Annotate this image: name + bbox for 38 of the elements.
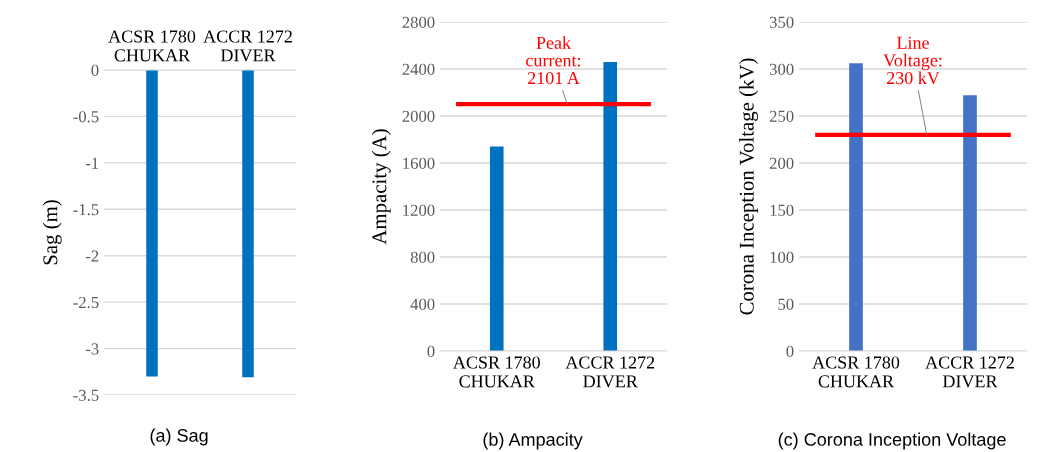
y-tick-label: 300 [769, 63, 794, 75]
x-tick-label: ACCR 1272 DIVER [203, 30, 292, 62]
y-tick-label: -1 [85, 157, 99, 169]
text: (b) Ampacity [483, 432, 583, 450]
y-tick-label: -1.5 [73, 204, 99, 216]
y-tick-label: -3 [85, 343, 99, 355]
text: (c) Corona Inception Voltage [778, 432, 1006, 450]
y-tick-label: 1200 [403, 204, 435, 216]
y-tick-label: -3.5 [73, 389, 99, 402]
y-tick-label: -2 [85, 250, 99, 262]
x-tick-label: ACSR 1780 CHUKAR [812, 356, 900, 388]
y-tick-label: 2400 [402, 63, 435, 75]
y-axis-title: Corona Inception Voltage (kV) [739, 58, 759, 315]
y-tick-label: 0 [786, 345, 794, 357]
y-tick-label: -2.5 [73, 296, 99, 309]
y-tick-label: 50 [778, 298, 794, 310]
x-tick-label: ACCR 1272 DIVER [565, 356, 655, 388]
x-tick-label: ACCR 1272 DIVER [925, 356, 1014, 388]
ref-line-label: Peak current: 2101 A [526, 36, 581, 85]
text: (a) Sag [150, 428, 208, 446]
y-axis-title: Sag (m) [42, 200, 62, 265]
y-tick-label: 0 [91, 64, 99, 76]
y-tick-label: 1600 [403, 157, 435, 169]
y-axis-title: Ampacity (A) [371, 129, 391, 245]
y-tick-label: 400 [410, 298, 435, 310]
x-tick-label: ACSR 1780 CHUKAR [453, 356, 540, 388]
y-tick-label: 100 [770, 251, 794, 263]
y-tick-label: -0.5 [73, 111, 99, 123]
y-tick-label: 200 [769, 157, 794, 169]
y-tick-label: 250 [769, 110, 794, 122]
x-tick-label: ACSR 1780 CHUKAR [108, 30, 196, 62]
y-tick-label: 2000 [402, 110, 435, 122]
y-tick-label: 150 [770, 204, 794, 216]
y-tick-label: 350 [769, 16, 794, 28]
ref-line-label: Line Voltage: 230 kV [883, 36, 942, 85]
y-tick-label: 800 [410, 251, 435, 263]
y-tick-label: 2800 [402, 16, 435, 28]
y-tick-label: 0 [427, 345, 435, 357]
